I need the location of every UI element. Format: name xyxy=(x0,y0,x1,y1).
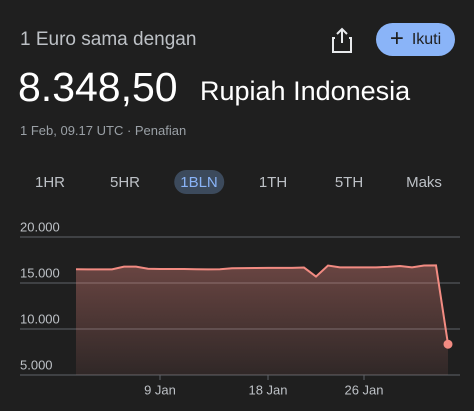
meta: 1 Feb, 09.17 UTC · Penafian xyxy=(20,123,187,138)
follow-button[interactable]: + Ikuti xyxy=(376,23,455,56)
range-tab[interactable]: 5TH xyxy=(334,173,364,191)
range-tab[interactable]: Maks xyxy=(406,173,442,191)
share-icon xyxy=(332,27,352,53)
plus-icon: + xyxy=(389,24,404,52)
subtitle: 1 Euro sama dengan xyxy=(20,29,197,50)
x-tick-label: 18 Jan xyxy=(248,382,287,397)
price-line xyxy=(75,264,449,345)
y-tick-label: 20.000 xyxy=(20,219,60,234)
currency: Rupiah Indonesia xyxy=(200,76,411,106)
range-tab[interactable]: 1HR xyxy=(34,173,66,191)
y-tick-label: 15.000 xyxy=(20,265,60,280)
y-tick-label: 10.000 xyxy=(20,311,60,326)
range-tab[interactable]: 5HR xyxy=(109,173,141,191)
share-button[interactable] xyxy=(330,26,354,59)
x-tick-label: 26 Jan xyxy=(344,382,383,397)
follow-label: Ikuti xyxy=(411,30,442,48)
x-tick-label: 9 Jan xyxy=(144,382,176,397)
range-tab[interactable]: 1TH xyxy=(258,173,288,191)
rate: 8.348,50 xyxy=(18,64,178,110)
y-tick-label: 5.000 xyxy=(20,357,53,372)
range-tab[interactable]: 1BLN xyxy=(174,170,224,194)
area-fill xyxy=(76,265,448,375)
last-point xyxy=(443,339,453,349)
